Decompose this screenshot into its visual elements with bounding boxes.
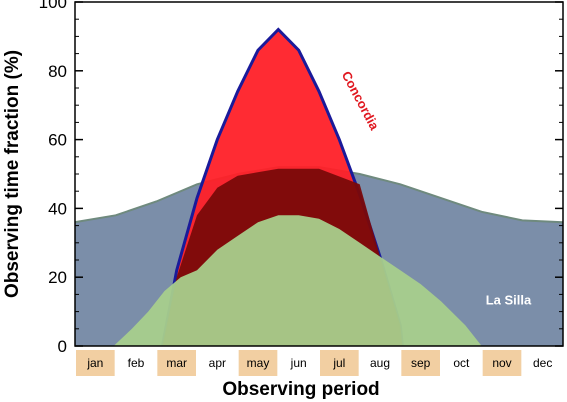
month-label-nov: nov xyxy=(492,356,511,370)
plot-areas xyxy=(75,27,563,346)
y-tick-label-100: 100 xyxy=(39,0,67,12)
month-label-jul: jul xyxy=(332,356,345,370)
month-highlight-jan xyxy=(76,350,115,376)
y-tick-label-60: 60 xyxy=(48,131,67,150)
month-label-apr: apr xyxy=(209,356,226,370)
month-label-aug: aug xyxy=(370,356,390,370)
month-label-may: may xyxy=(247,356,270,370)
month-highlight-sep xyxy=(401,350,440,376)
y-tick-label-40: 40 xyxy=(48,199,67,218)
month-label-dec: dec xyxy=(533,356,552,370)
month-highlight-mar xyxy=(157,350,196,376)
y-tick-label-20: 20 xyxy=(48,268,67,287)
series-area-3 xyxy=(113,215,482,346)
month-label-jun: jun xyxy=(290,356,307,370)
concordia-label: Concordia xyxy=(339,69,383,133)
y-tick-label-80: 80 xyxy=(48,62,67,81)
month-label-oct: oct xyxy=(453,356,470,370)
y-axis-ticks: 0 20 40 60 80 100 xyxy=(39,0,563,356)
month-label-jan: jan xyxy=(86,356,103,370)
x-axis-title: Observing period xyxy=(222,379,379,400)
month-bands xyxy=(76,350,522,376)
x-axis-months: jan feb mar apr may jun jul aug sep oct nov dec xyxy=(86,356,552,370)
y-tick-label-0: 0 xyxy=(58,337,67,356)
month-highlight-nov xyxy=(482,350,522,376)
month-label-mar: mar xyxy=(166,356,187,370)
month-highlight-may xyxy=(238,350,278,376)
month-label-feb: feb xyxy=(128,356,145,370)
month-highlight-jul xyxy=(320,350,359,376)
la-silla-label: La Silla xyxy=(486,293,532,308)
y-axis-title: Observing time fraction (%) xyxy=(2,50,23,298)
month-label-sep: sep xyxy=(411,356,431,370)
